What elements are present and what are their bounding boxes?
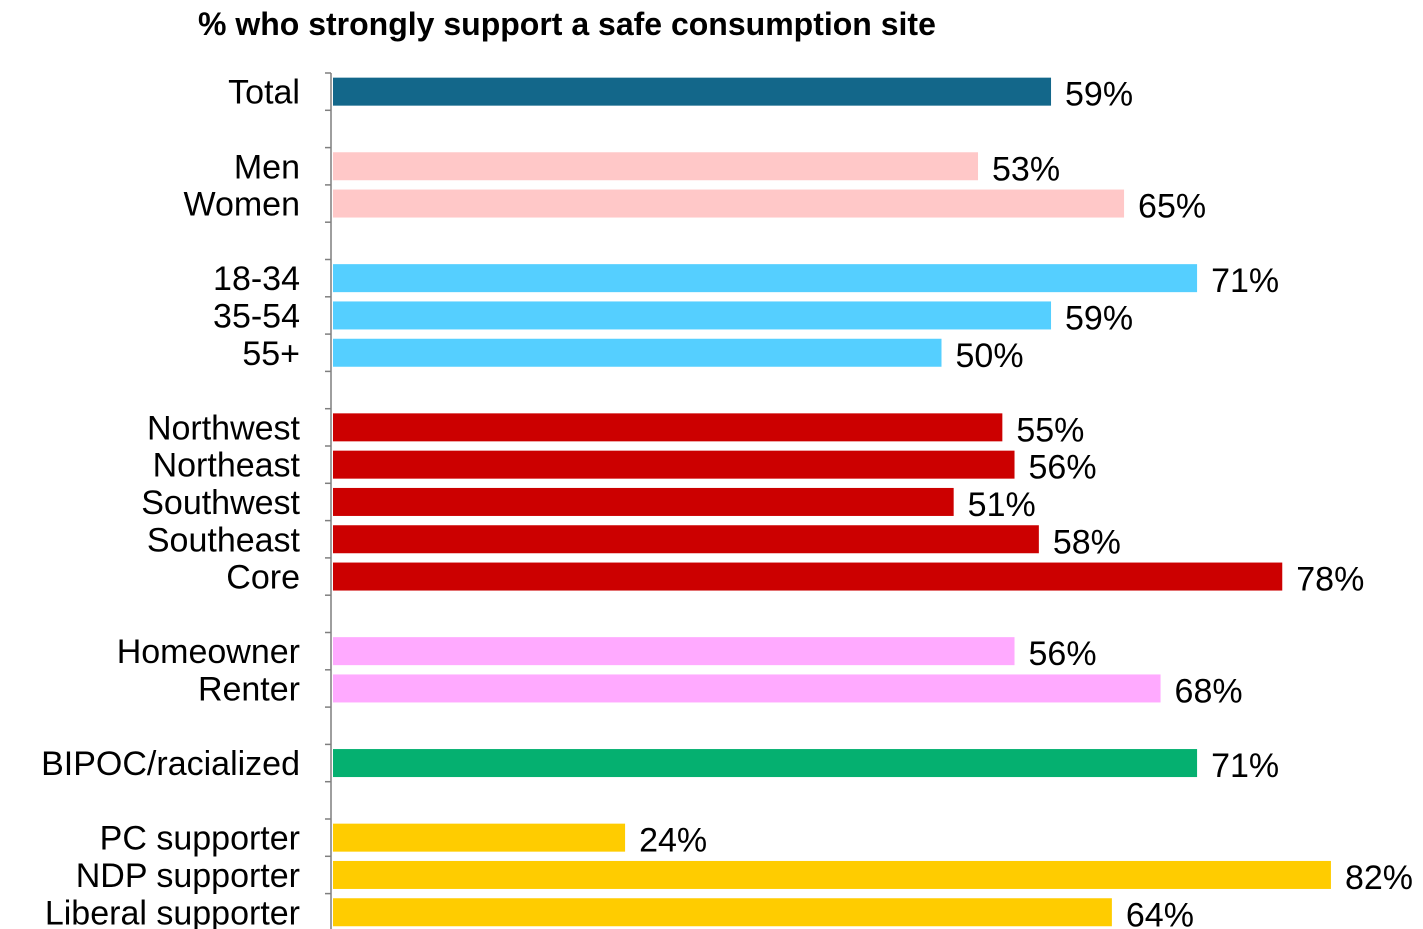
bar-northeast xyxy=(333,450,1015,479)
value-label-northwest: 55% xyxy=(1016,411,1084,449)
value-label-pc-supporter: 24% xyxy=(639,822,707,860)
value-label-renter: 68% xyxy=(1175,672,1243,710)
value-label-women: 65% xyxy=(1138,188,1206,226)
category-label-35-54: 35-54 xyxy=(213,297,300,335)
value-label-total: 59% xyxy=(1065,76,1133,114)
value-label-55-: 50% xyxy=(956,337,1024,375)
value-label-southeast: 58% xyxy=(1053,523,1121,561)
labels-layer: Total 59% Men 53% Women 65% 18-34 71% 35-54 59% 55… xyxy=(41,74,1413,929)
bar-men xyxy=(333,152,979,181)
category-label-northwest: Northwest xyxy=(147,409,301,447)
value-label-ndp-supporter: 82% xyxy=(1345,859,1413,897)
bar-18-34 xyxy=(333,264,1198,293)
category-label-55-: 55+ xyxy=(242,335,300,373)
bar-35-54 xyxy=(333,301,1052,330)
category-label-women: Women xyxy=(183,186,300,224)
value-label-men: 53% xyxy=(992,150,1060,188)
category-label-southeast: Southeast xyxy=(147,521,301,559)
category-label-homeowner: Homeowner xyxy=(117,633,300,671)
category-label-core: Core xyxy=(226,559,300,597)
category-label-men: Men xyxy=(234,148,300,186)
category-label-renter: Renter xyxy=(198,670,300,708)
value-label-35-54: 59% xyxy=(1065,299,1133,337)
bar-55- xyxy=(333,338,942,367)
bars-layer xyxy=(333,77,1331,927)
category-label-northeast: Northeast xyxy=(153,447,301,485)
value-label-southwest: 51% xyxy=(968,486,1036,524)
bar-southwest xyxy=(333,487,954,516)
value-label-northeast: 56% xyxy=(1029,449,1097,487)
category-label-liberal-supporter: Liberal supporter xyxy=(45,894,300,929)
bar-southeast xyxy=(333,525,1039,554)
bar-core xyxy=(333,562,1283,591)
bar-ndp-supporter xyxy=(333,860,1331,889)
bar-pc-supporter xyxy=(333,823,626,852)
category-label-pc-supporter: PC supporter xyxy=(100,820,300,858)
category-label-18-34: 18-34 xyxy=(213,260,300,298)
value-label-liberal-supporter: 64% xyxy=(1126,896,1194,929)
value-label-core: 78% xyxy=(1296,561,1364,599)
bar-homeowner xyxy=(333,637,1015,666)
value-label-homeowner: 56% xyxy=(1029,635,1097,673)
bar-bipoc-racialized xyxy=(333,749,1198,778)
bar-renter xyxy=(333,674,1161,703)
value-label-18-34: 71% xyxy=(1211,262,1279,300)
bar-liberal-supporter xyxy=(333,898,1112,927)
axis-layer xyxy=(325,72,332,929)
bar-total xyxy=(333,77,1052,106)
value-label-bipoc-racialized: 71% xyxy=(1211,747,1279,785)
category-label-total: Total xyxy=(228,74,300,112)
category-label-ndp-supporter: NDP supporter xyxy=(76,857,300,895)
chart-title: % who strongly support a safe consumptio… xyxy=(198,6,936,42)
bar-women xyxy=(333,189,1125,218)
category-label-southwest: Southwest xyxy=(141,484,300,522)
category-label-bipoc-racialized: BIPOC/racialized xyxy=(41,745,300,783)
bar-northwest xyxy=(333,413,1003,442)
